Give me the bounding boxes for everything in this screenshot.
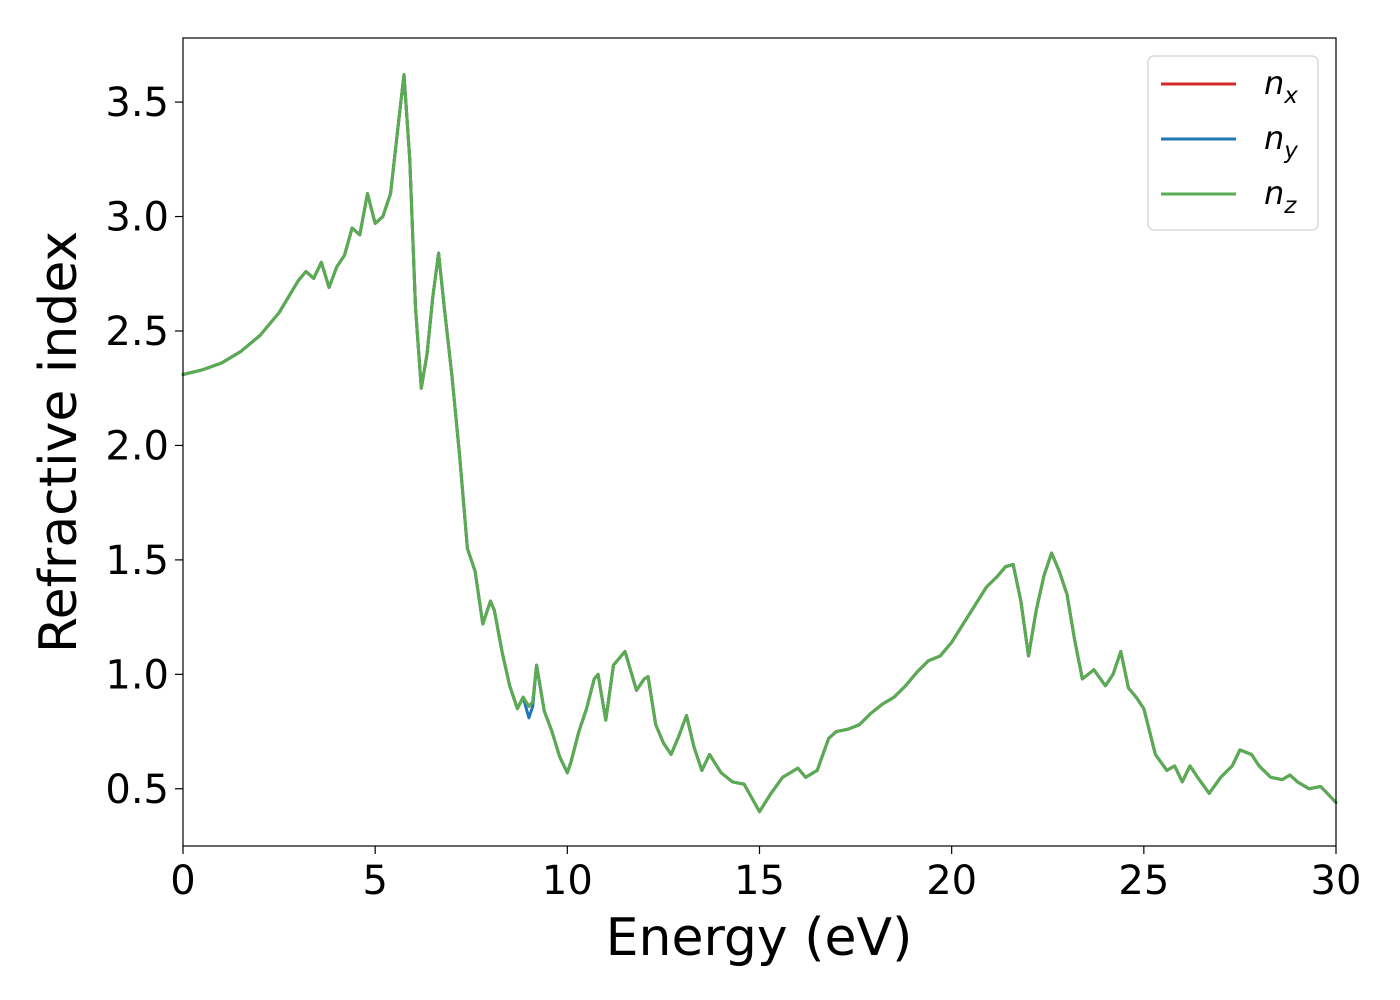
y-tick-label: 1.0 bbox=[105, 652, 169, 698]
y-tick-label: 2.5 bbox=[105, 309, 169, 355]
y-tick-label: 0.5 bbox=[105, 767, 169, 813]
x-tick-label: 15 bbox=[734, 858, 785, 904]
x-tick-label: 0 bbox=[170, 858, 195, 904]
series-layer bbox=[181, 73, 1338, 814]
x-axis-label: Energy (eV) bbox=[606, 908, 913, 968]
x-tick-label: 20 bbox=[926, 858, 977, 904]
y-tick-label: 1.5 bbox=[105, 538, 169, 584]
legend-box bbox=[1147, 55, 1319, 231]
y-tick-label: 3.5 bbox=[105, 80, 169, 126]
series-line-nz bbox=[181, 73, 1338, 814]
x-tick-label: 10 bbox=[542, 858, 593, 904]
y-axis-label: Refractive index bbox=[29, 231, 89, 653]
x-axis-ticks: 0 5 10 15 20 25 30 bbox=[170, 846, 1361, 904]
y-tick-label: 3.0 bbox=[105, 195, 169, 241]
x-tick-label: 25 bbox=[1118, 858, 1169, 904]
y-axis-ticks: 0.5 1.0 1.5 2.0 2.5 3.0 3.5 bbox=[105, 80, 183, 813]
x-tick-label: 30 bbox=[1311, 858, 1362, 904]
legend-label-nz: nz bbox=[1264, 174, 1297, 219]
x-tick-label: 5 bbox=[362, 858, 387, 904]
y-tick-label: 2.0 bbox=[105, 423, 169, 469]
